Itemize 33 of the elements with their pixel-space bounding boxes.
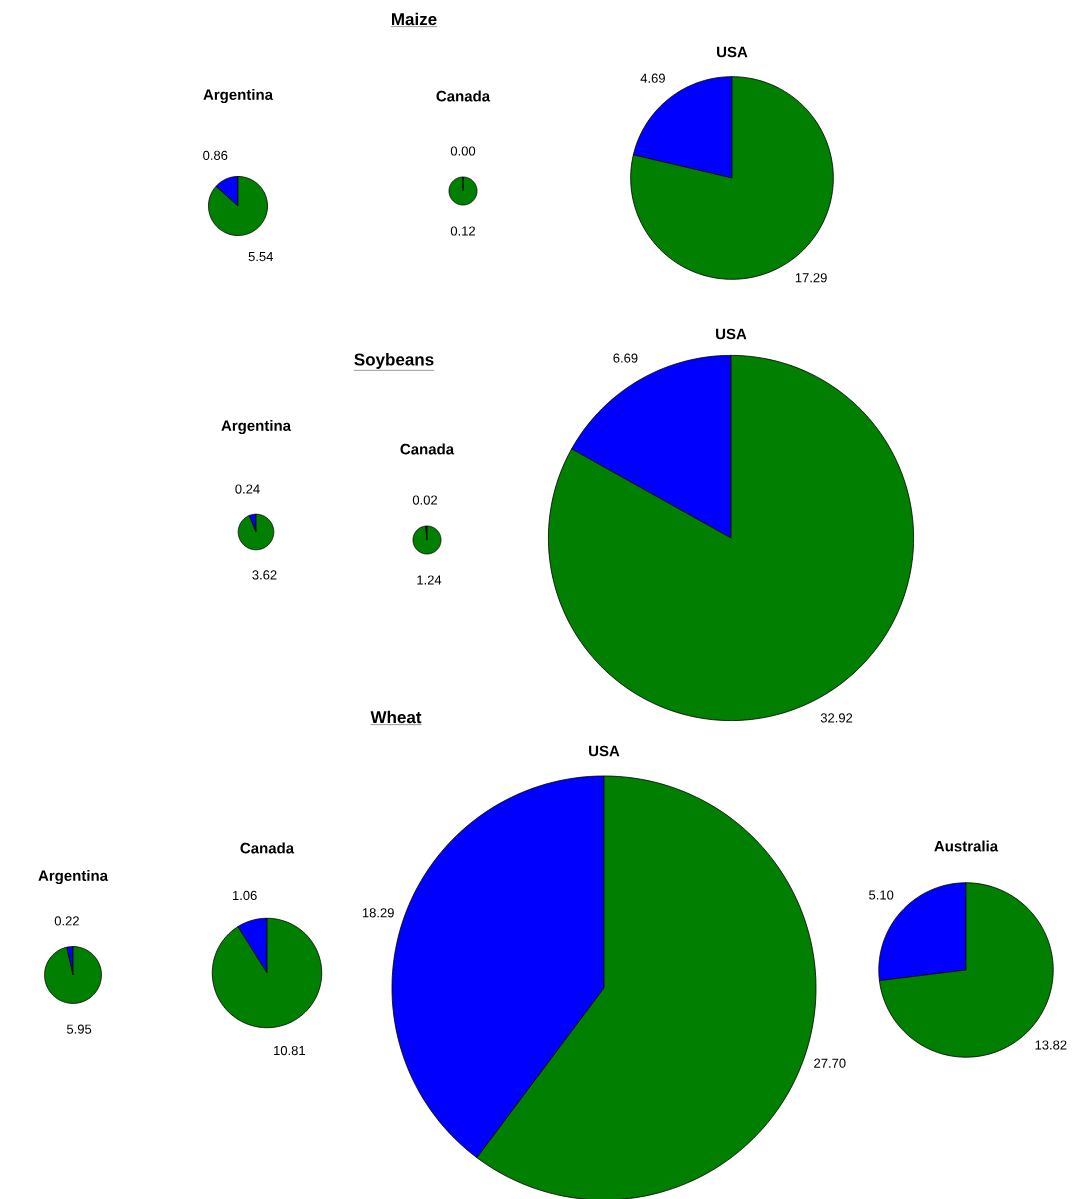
data-label: 1.24 <box>417 575 442 585</box>
data-label: 5.10 <box>869 890 894 900</box>
data-label: 0.22 <box>54 916 79 926</box>
chart-title: Argentina <box>38 869 109 885</box>
chart-title: USA <box>716 328 747 340</box>
data-label: 10.81 <box>274 1045 305 1056</box>
data-label: 3.62 <box>252 570 277 580</box>
data-label: 0.12 <box>450 226 475 236</box>
text: Maize <box>392 12 437 26</box>
chart-title: USA <box>717 46 748 58</box>
data-label: 6.69 <box>613 353 638 363</box>
data-label: 0.02 <box>412 495 437 505</box>
data-label: 1.06 <box>232 890 257 901</box>
text: 0.00 <box>450 146 476 156</box>
data-label: 0.86 <box>203 150 228 160</box>
data-label: 32.92 <box>820 713 853 723</box>
data-label: 4.69 <box>640 73 665 83</box>
text: Wheat <box>370 710 422 724</box>
data-label: 18.29 <box>362 908 394 918</box>
data-label: 27.70 <box>814 1058 846 1068</box>
data-label: 0.24 <box>235 484 260 494</box>
chart-title: Australia <box>934 840 999 852</box>
chart-title: Canada <box>400 443 455 455</box>
chart-title: USA <box>589 745 620 757</box>
data-label: 13.82 <box>1035 1040 1067 1050</box>
chart-title: Argentina <box>203 88 274 104</box>
data-label: 5.95 <box>66 1024 92 1034</box>
chart-title: Canada <box>240 842 295 854</box>
text: Soybeans <box>354 353 434 369</box>
data-label: 5.54 <box>248 252 274 262</box>
chart-title: Canada <box>436 90 491 102</box>
data-label: 17.29 <box>795 273 827 283</box>
chart-title: Argentina <box>221 419 292 435</box>
